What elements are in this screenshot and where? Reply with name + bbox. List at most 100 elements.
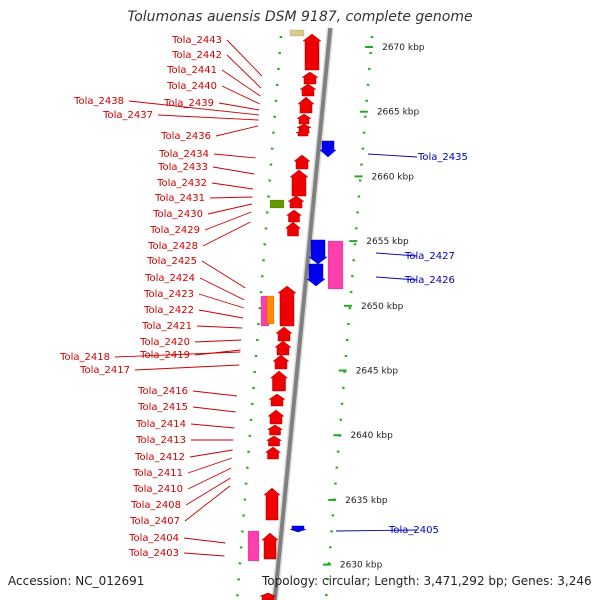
cds-forward-arrow <box>302 33 322 71</box>
gene-label-left: Tola_2408 <box>130 500 181 511</box>
cds-forward-arrow <box>285 209 303 223</box>
leader-line <box>190 423 235 429</box>
gene-label-right: Tola_2427 <box>404 251 455 262</box>
scale-tick-label: 2670 kbp <box>382 43 425 53</box>
gene-label-left: Tola_2419 <box>139 350 190 361</box>
gene-label-left: Tola_2415 <box>137 402 188 413</box>
leader-line <box>196 325 243 329</box>
leader-line <box>114 351 241 358</box>
gene-label-left: Tola_2410 <box>132 484 183 495</box>
gene-label-left: Tola_2412 <box>134 452 185 463</box>
genome-backbone <box>271 27 334 600</box>
scale-ring-outer <box>324 35 374 600</box>
leader-line <box>201 260 246 289</box>
leader-line <box>134 364 240 371</box>
scale-tick-label: 2660 kbp <box>372 172 415 182</box>
cds-forward-arrow <box>284 221 302 237</box>
leader-line-right <box>375 276 418 281</box>
leader-line <box>202 221 251 247</box>
misc-feature <box>289 29 305 37</box>
gene-label-left: Tola_2441 <box>166 65 217 76</box>
leader-line <box>212 166 255 175</box>
topology-label: Topology: circular; Length: 3,471,292 bp… <box>262 574 592 588</box>
leader-line <box>218 102 260 111</box>
gene-label-left: Tola_2430 <box>152 209 203 220</box>
scale-tick-label: 2635 kbp <box>345 496 388 506</box>
misc-feature <box>269 199 285 209</box>
page-title: Tolumonas auensis DSM 9187, complete gen… <box>127 9 473 25</box>
scale-tick-label: 2650 kbp <box>361 302 404 312</box>
cds-reverse-arrow <box>308 239 328 265</box>
leader-line <box>198 293 244 309</box>
rrna-feature <box>266 295 275 325</box>
gene-label-left: Tola_2423 <box>143 289 194 300</box>
leader-line <box>198 309 244 319</box>
scale-tick-label: 2640 kbp <box>350 431 393 441</box>
gene-label-right: Tola_2405 <box>388 525 439 536</box>
cds-forward-arrow <box>274 340 292 356</box>
right-gene-labels: Tola_2435 Tola_2427 Tola_2426 Tola_2405 <box>388 152 468 536</box>
cds-forward-arrow <box>297 96 315 114</box>
gene-label-left: Tola_2438 <box>73 96 124 107</box>
scale-tick-labels: 2670 kbp 2665 kbp 2660 kbp 2655 kbp 2650 kbp… <box>322 43 425 571</box>
accession-label: Accession: NC_012691 <box>8 574 145 588</box>
gene-label-left: Tola_2432 <box>156 178 207 189</box>
cds-forward-arrow <box>296 123 312 133</box>
cds-reverse-arrow <box>289 525 307 533</box>
leader-line <box>221 85 260 105</box>
cds-forward-arrow <box>295 129 311 137</box>
leader-line <box>204 211 252 231</box>
cds-forward-arrow <box>266 424 284 436</box>
cds-forward-arrow <box>287 195 305 209</box>
leader-line-right <box>367 153 418 158</box>
left-gene-labels: Tola_2443 Tola_2442 Tola_2441 Tola_2440 Tola… <box>59 35 222 559</box>
gene-label-left: Tola_2442 <box>171 50 222 61</box>
gene-label-left: Tola_2440 <box>166 81 217 92</box>
leader-line <box>184 485 231 522</box>
cds-forward-arrow <box>293 154 311 170</box>
scale-tick-label: 2645 kbp <box>356 367 399 377</box>
gene-label-left: Tola_2433 <box>157 162 208 173</box>
leader-line <box>189 449 233 458</box>
gene-label-left: Tola_2411 <box>132 468 183 479</box>
leader-line <box>221 69 261 97</box>
cds-forward-arrow <box>289 169 309 197</box>
cds-forward-arrow <box>264 446 282 460</box>
leader-line <box>213 153 256 159</box>
leader-line <box>192 390 237 397</box>
leader-line <box>194 339 242 343</box>
cds-forward-arrow <box>301 71 319 85</box>
leader-line <box>187 467 232 490</box>
label-leader-lines <box>114 39 418 557</box>
cds-reverse-arrow <box>319 140 337 158</box>
cds-forward-arrow <box>268 393 286 407</box>
scale-tick-label: 2665 kbp <box>377 108 420 118</box>
gene-label-left: Tola_2439 <box>163 98 214 109</box>
leader-line <box>183 537 226 544</box>
leader-line-right <box>335 529 418 532</box>
gene-features <box>247 29 344 600</box>
cds-forward-arrow <box>269 370 289 392</box>
gene-label-left: Tola_2414 <box>135 419 186 430</box>
gene-label-left: Tola_2413 <box>135 435 186 446</box>
leader-line <box>187 457 233 474</box>
gene-label-left: Tola_2418 <box>59 352 110 363</box>
cds-forward-arrow <box>261 532 279 560</box>
scale-tick-label: 2630 kbp <box>340 561 383 571</box>
gene-label-left: Tola_2443 <box>171 35 222 46</box>
cds-reverse-arrow <box>306 263 326 287</box>
leader-line <box>192 406 236 413</box>
cds-forward-arrow <box>277 285 297 327</box>
gene-label-right: Tola_2435 <box>417 152 468 163</box>
leader-line <box>215 125 259 137</box>
cds-forward-arrow <box>265 435 283 447</box>
leader-line <box>128 100 259 116</box>
cds-forward-arrow <box>275 326 293 342</box>
gene-label-left: Tola_2431 <box>154 193 205 204</box>
gene-label-left: Tola_2437 <box>102 110 153 121</box>
leader-line <box>226 54 262 89</box>
gene-label-left: Tola_2416 <box>137 386 188 397</box>
gene-label-left: Tola_2434 <box>158 149 209 160</box>
gene-label-left: Tola_2420 <box>139 337 190 348</box>
